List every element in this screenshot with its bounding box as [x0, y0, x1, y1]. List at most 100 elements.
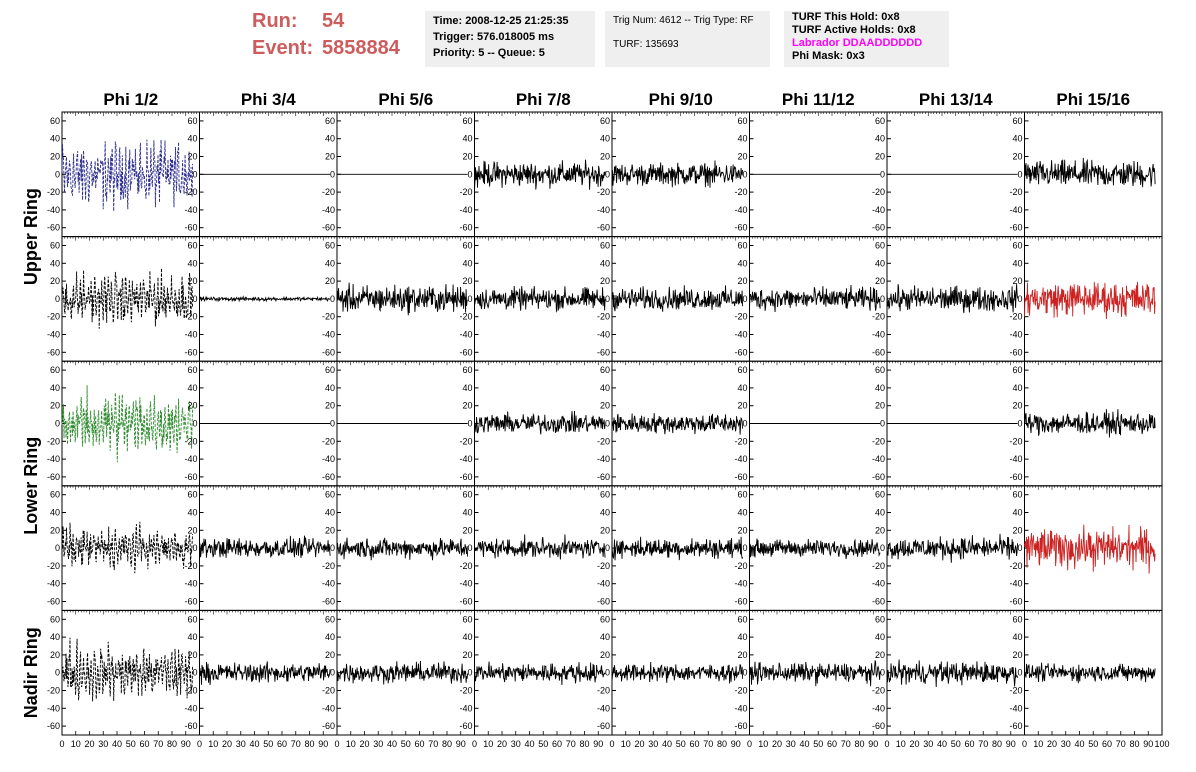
y-tick-label: -20 — [47, 561, 60, 571]
y-tick-label: -60 — [459, 597, 472, 607]
waveform-trace-r2-c0 — [61, 385, 194, 463]
y-tick-label: 60 — [50, 365, 60, 375]
y-tick-label: 0 — [192, 169, 197, 179]
y-tick-label: -40 — [459, 330, 472, 340]
y-tick-label: -40 — [597, 330, 610, 340]
event-label: Event: — [252, 37, 314, 59]
y-tick-label: 40 — [875, 383, 885, 393]
y-tick-label: -20 — [734, 436, 747, 446]
waveform-trace-r3-c0 — [61, 521, 194, 574]
y-tick-label: 60 — [187, 116, 197, 126]
y-tick-label: 40 — [325, 383, 335, 393]
ring-label-1: Upper Ring — [21, 188, 41, 285]
y-tick-label: -40 — [459, 454, 472, 464]
y-tick-label: 40 — [1012, 632, 1022, 642]
y-tick-label: 40 — [462, 508, 472, 518]
waveform-trace-r4-c7 — [1024, 662, 1156, 684]
y-tick-label: 60 — [462, 365, 472, 375]
x-tick-label: 40 — [799, 739, 809, 749]
y-tick-label: 20 — [50, 525, 60, 535]
y-tick-label: 40 — [1012, 508, 1022, 518]
y-tick-label: 0 — [55, 668, 60, 678]
y-tick-label: -60 — [1009, 347, 1022, 357]
y-tick-label: -60 — [597, 223, 610, 233]
x-tick-label: 60 — [689, 739, 699, 749]
y-tick-label: 60 — [325, 490, 335, 500]
x-tick-label: 50 — [1088, 739, 1098, 749]
y-tick-label: 20 — [1012, 276, 1022, 286]
y-tick-label: -60 — [47, 721, 60, 731]
y-tick-label: 20 — [325, 650, 335, 660]
x-tick-label: 60 — [277, 739, 287, 749]
x-tick-label: 20 — [497, 739, 507, 749]
y-tick-label: -60 — [322, 347, 335, 357]
y-tick-label: -20 — [1009, 436, 1022, 446]
y-tick-label: -20 — [47, 436, 60, 446]
ring-label-2: Lower Ring — [21, 437, 41, 535]
x-tick-label: 80 — [442, 739, 452, 749]
time-panel: Time: 2008-12-25 21:25:35 Trigger: 576.0… — [425, 11, 595, 67]
y-tick-label: -20 — [47, 312, 60, 322]
waveform-trace-r3-c5 — [749, 538, 881, 560]
y-tick-label: -20 — [322, 686, 335, 696]
x-tick-label: 60 — [552, 739, 562, 749]
y-tick-label: 0 — [1017, 668, 1022, 678]
y-tick-label: 20 — [187, 650, 197, 660]
y-tick-label: -40 — [459, 579, 472, 589]
y-tick-label: 0 — [742, 169, 747, 179]
waveform-trace-r4-c5 — [749, 659, 881, 687]
y-tick-label: -60 — [47, 472, 60, 482]
event-line: Event: 5858884 — [252, 35, 400, 62]
y-tick-label: 20 — [187, 525, 197, 535]
x-tick-label: 0 — [609, 739, 614, 749]
y-tick-label: -60 — [734, 223, 747, 233]
y-tick-label: 40 — [600, 383, 610, 393]
turf-text: TURF: 135693 — [613, 39, 679, 50]
priority-text: Priority: 5 -- Queue: 5 — [433, 47, 545, 59]
x-tick-label: 90 — [1143, 739, 1153, 749]
y-tick-label: 40 — [50, 134, 60, 144]
y-tick-label: 40 — [50, 508, 60, 518]
y-tick-label: -20 — [872, 561, 885, 571]
y-tick-label: 40 — [1012, 258, 1022, 268]
y-tick-label: 20 — [600, 276, 610, 286]
y-tick-label: 20 — [737, 276, 747, 286]
y-tick-label: 0 — [192, 419, 197, 429]
y-tick-label: -20 — [597, 686, 610, 696]
y-tick-label: 0 — [192, 668, 197, 678]
y-tick-label: 60 — [737, 241, 747, 251]
y-tick-label: -60 — [734, 721, 747, 731]
y-tick-label: 40 — [875, 134, 885, 144]
x-tick-label: 30 — [236, 739, 246, 749]
waveform-trace-r1-c2 — [336, 282, 468, 316]
x-tick-label: 60 — [827, 739, 837, 749]
x-tick-label: 20 — [222, 739, 232, 749]
y-tick-label: -20 — [459, 436, 472, 446]
y-tick-label: -60 — [734, 472, 747, 482]
y-tick-label: 0 — [467, 419, 472, 429]
trig-panel: Trig Num: 4612 -- Trig Type: RF TURF: 13… — [605, 11, 770, 67]
y-tick-label: 40 — [462, 258, 472, 268]
y-tick-label: -60 — [459, 472, 472, 482]
x-tick-label: 90 — [868, 739, 878, 749]
labrador-text: Labrador DDAADDDDDD — [792, 37, 923, 49]
y-tick-label: -60 — [1009, 223, 1022, 233]
y-tick-label: 20 — [737, 650, 747, 660]
y-tick-label: -20 — [322, 436, 335, 446]
y-tick-label: -20 — [597, 187, 610, 197]
y-tick-label: -60 — [872, 472, 885, 482]
y-tick-label: 20 — [1012, 650, 1022, 660]
y-tick-label: 40 — [187, 508, 197, 518]
y-tick-label: -60 — [597, 721, 610, 731]
y-tick-label: 60 — [187, 490, 197, 500]
y-tick-label: -20 — [597, 436, 610, 446]
waveform-trace-r2-c7 — [1024, 409, 1156, 438]
y-tick-label: 20 — [462, 276, 472, 286]
y-tick-label: -60 — [184, 347, 197, 357]
turf-panel: TURF This Hold: 0x8 TURF Active Holds: 0… — [784, 11, 949, 67]
y-tick-label: 0 — [1017, 419, 1022, 429]
x-tick-label: 70 — [703, 739, 713, 749]
run-label: Run: — [252, 10, 298, 32]
y-tick-label: -40 — [47, 703, 60, 713]
waveform-trace-r0-c0 — [61, 139, 194, 212]
